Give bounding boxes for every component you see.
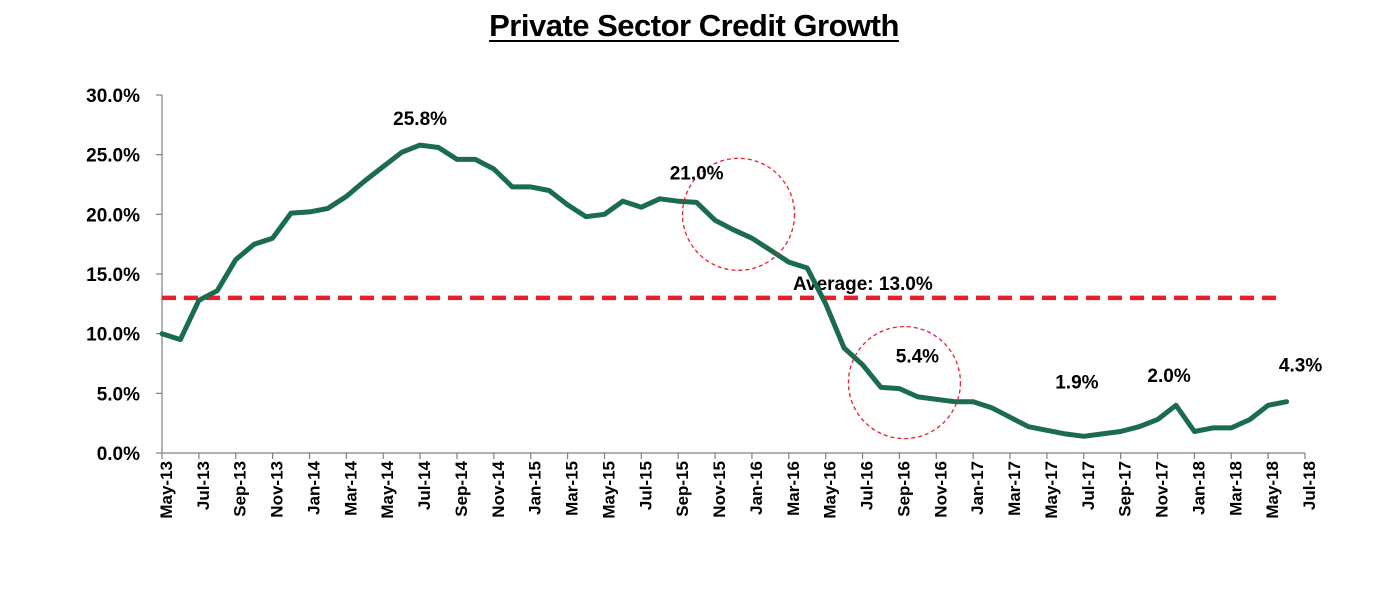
highlight-circles: [681, 157, 962, 440]
x-tick-label: Jul-17: [1079, 461, 1098, 510]
average-line-group: Average: 13.0%: [162, 274, 1283, 301]
x-tick-label: Nov-14: [489, 460, 508, 517]
x-tick-label: Jul-16: [858, 461, 877, 510]
x-tick-label: Mar-18: [1226, 461, 1245, 516]
y-tick-label: 25.0%: [86, 146, 140, 167]
x-tick-label: Nov-15: [710, 461, 729, 518]
x-tick-label: Sep-16: [894, 461, 913, 517]
x-tick-label: Jul-13: [194, 461, 213, 510]
data-label: 2.0%: [1147, 366, 1190, 387]
chart-title: Private Sector Credit Growth: [0, 8, 1388, 44]
series-group: [159, 142, 1290, 439]
x-tick-label: Jul-15: [636, 461, 655, 510]
x-tick-label: May-13: [157, 461, 176, 519]
data-label: 5.4%: [896, 347, 939, 368]
x-tick-label: May-17: [1042, 461, 1061, 519]
data-label: 21.0%: [670, 163, 724, 184]
x-tick-label: May-15: [599, 461, 618, 519]
x-tick-label: Mar-15: [563, 461, 582, 516]
x-tick-label: May-14: [378, 460, 397, 518]
x-tick-label: Jan-18: [1189, 461, 1208, 515]
x-tick-label: Nov-16: [931, 461, 950, 518]
highlight-circle: [681, 157, 796, 271]
y-tick-label: 10.0%: [86, 325, 140, 346]
x-tick-label: Jan-14: [304, 460, 323, 514]
y-tick-label: 0.0%: [97, 444, 140, 465]
x-tick-label: Mar-16: [784, 461, 803, 516]
x-tick-label: Mar-14: [341, 460, 360, 515]
annotations: 25.8% 21.0% 5.4% 1.9% 2.0% 4.3%: [393, 109, 1322, 393]
data-label: 25.8%: [393, 109, 447, 130]
x-tick-label: Jan-17: [968, 461, 987, 515]
x-tick-label: Sep-13: [231, 461, 250, 517]
x-tick-label: Jan-16: [747, 461, 766, 515]
x-tick-label: May-18: [1263, 461, 1282, 519]
x-tick-label: Jul-14: [415, 460, 434, 510]
x-tick-label: Jan-15: [526, 461, 545, 515]
series-line-credit-growth: [159, 142, 1290, 439]
y-tick-label: 15.0%: [86, 265, 140, 286]
x-tick-label: Sep-14: [452, 460, 471, 516]
axes: [161, 95, 1305, 454]
average-label: Average: 13.0%: [793, 274, 933, 295]
y-tick-label: 30.0%: [86, 86, 140, 107]
y-tick-label: 20.0%: [86, 205, 140, 226]
data-label: 1.9%: [1055, 372, 1098, 393]
x-tick-label: Sep-15: [673, 461, 692, 517]
x-tick-label: Nov-13: [268, 461, 287, 518]
y-axis-ticks: 0.0% 5.0% 10.0% 15.0% 20.0% 25.0% 30.0%: [86, 86, 162, 465]
highlight-circle: [847, 325, 962, 440]
x-tick-label: May-16: [821, 461, 840, 519]
data-label: 4.3%: [1279, 356, 1322, 377]
x-tick-label: Jul-18: [1300, 461, 1319, 510]
y-tick-label: 5.0%: [97, 384, 140, 405]
chart-title-text: Private Sector Credit Growth: [489, 8, 899, 43]
x-tick-label: Nov-17: [1153, 461, 1172, 518]
x-axis-ticks: May-13 Jul-13 Sep-13 Nov-13 Jan-14 Mar-14 May-…: [157, 453, 1319, 519]
x-tick-label: Mar-17: [1005, 461, 1024, 516]
x-tick-label: Sep-17: [1116, 461, 1135, 517]
